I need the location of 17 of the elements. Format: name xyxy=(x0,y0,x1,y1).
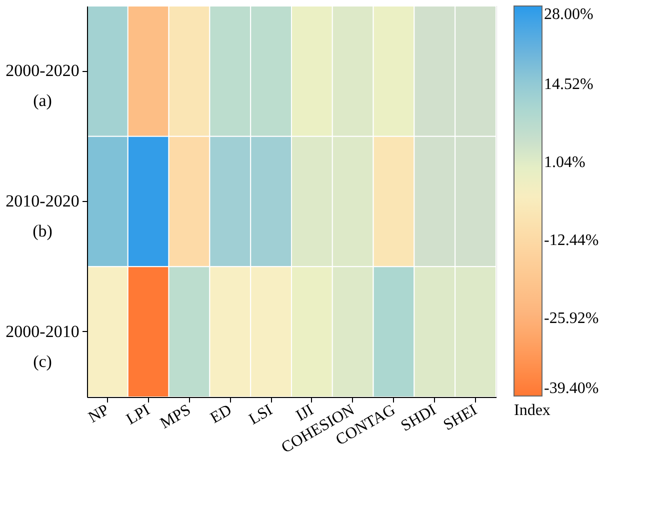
y-tick-label: 2010-2020 (b) xyxy=(6,192,80,240)
x-tick-label: SHDI xyxy=(398,402,440,435)
x-tick-label: LSI xyxy=(246,402,276,428)
x-tick-label: LPI xyxy=(124,402,153,428)
color-bar-label: 1.04% xyxy=(544,154,586,171)
color-bar-label: 28.00% xyxy=(544,6,594,23)
x-tick-label: ED xyxy=(208,402,235,427)
color-bar-label: 14.52% xyxy=(544,76,594,93)
y-tick-label: 2000-2020 (a) xyxy=(6,61,80,110)
y-tick-label: 2000-2010 (c) xyxy=(6,322,80,371)
color-bar-label: -25.92% xyxy=(544,310,599,327)
x-tick-label: MPS xyxy=(158,402,194,432)
x-tick-label: SHEI xyxy=(440,402,480,434)
x-tick-label: NP xyxy=(86,402,112,427)
color-bar-label: -12.44% xyxy=(544,232,599,249)
color-bar-title: Index xyxy=(514,402,550,419)
color-bar-label: -39.40% xyxy=(544,380,599,397)
